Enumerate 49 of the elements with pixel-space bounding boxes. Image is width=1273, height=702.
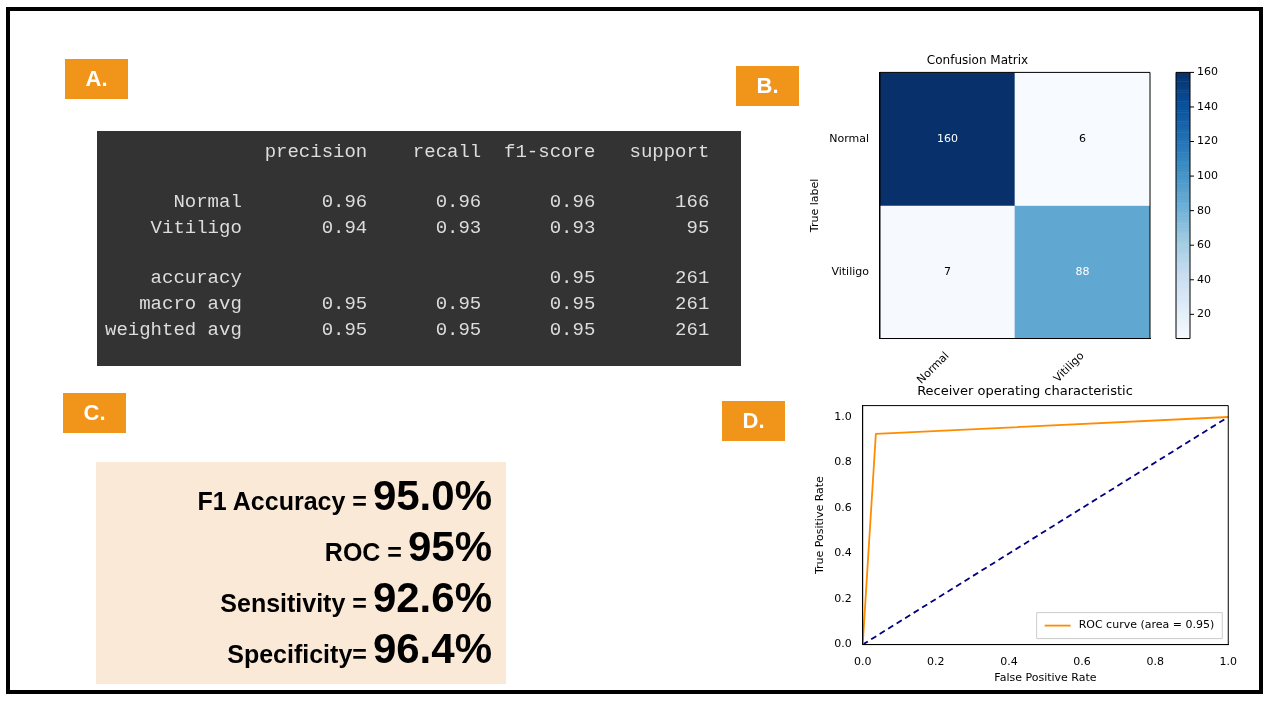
chart-title: Receiver operating characteristic bbox=[917, 383, 1133, 399]
text: macro avg 0.95 0.95 0.95 261 bbox=[138, 292, 711, 317]
color-bar-label: 80 bbox=[1197, 203, 1211, 217]
data-label: 88 bbox=[1075, 264, 1090, 278]
data-label: 7 bbox=[944, 264, 951, 278]
y-axis-title: True Positive Rate bbox=[813, 475, 827, 576]
text: ROC = bbox=[324, 538, 402, 566]
y-tick-label: 0.8 bbox=[834, 455, 852, 469]
text: D. bbox=[722, 401, 785, 441]
text: 95% bbox=[407, 523, 492, 570]
text: weighted avg 0.95 0.95 0.95 261 bbox=[105, 318, 711, 343]
text: accuracy 0.95 261 bbox=[149, 266, 711, 291]
color-bar-label: 100 bbox=[1197, 168, 1218, 182]
text: B. bbox=[736, 66, 799, 106]
text: Specificity= bbox=[227, 640, 367, 668]
text: 95.0% bbox=[372, 472, 492, 519]
y-tick-label: 0.6 bbox=[834, 500, 852, 514]
x-tick-label: 0.6 bbox=[1073, 655, 1091, 669]
y-tick-label: 0.2 bbox=[834, 591, 852, 605]
color-bar-label: 60 bbox=[1197, 238, 1211, 252]
text: F1 Accuracy = bbox=[197, 487, 367, 515]
x-tick-label: 0.2 bbox=[927, 655, 945, 669]
x-tick-label: 0.8 bbox=[1146, 655, 1164, 669]
text: A. bbox=[65, 59, 128, 99]
text: 92.6% bbox=[372, 574, 492, 621]
color-bar-label: 120 bbox=[1197, 134, 1218, 148]
y-tick-label: 1.0 bbox=[834, 409, 852, 423]
x-tick-label: 1.0 bbox=[1219, 655, 1237, 669]
text: Vitiligo 0.94 0.93 0.93 95 bbox=[149, 216, 711, 241]
color-bar-label: 140 bbox=[1197, 99, 1218, 113]
text: C. bbox=[63, 393, 126, 433]
text: precision recall f1-score support bbox=[263, 140, 711, 165]
y-tick-label: Vitiligo bbox=[831, 264, 870, 278]
y-axis-title: True label bbox=[808, 178, 822, 234]
chart-title: Confusion Matrix bbox=[926, 53, 1029, 68]
data-label: 6 bbox=[1079, 131, 1086, 145]
text: Normal 0.96 0.96 0.96 166 bbox=[172, 190, 711, 215]
color-bar-label: 160 bbox=[1197, 65, 1218, 79]
y-tick-label: 0.4 bbox=[834, 546, 852, 560]
x-tick-label: 0.4 bbox=[1000, 655, 1018, 669]
color-bar-label: 40 bbox=[1197, 272, 1211, 286]
legend-label: ROC curve (area = 0.95) bbox=[1078, 618, 1215, 632]
x-axis-title: False Positive Rate bbox=[994, 671, 1097, 685]
data-label: 160 bbox=[937, 131, 958, 145]
text: 96.4% bbox=[372, 625, 492, 672]
y-tick-label: 0.0 bbox=[834, 637, 852, 651]
text: Sensitivity = bbox=[220, 589, 367, 617]
y-tick-label: Normal bbox=[829, 131, 869, 145]
color-bar-label: 20 bbox=[1197, 307, 1211, 321]
